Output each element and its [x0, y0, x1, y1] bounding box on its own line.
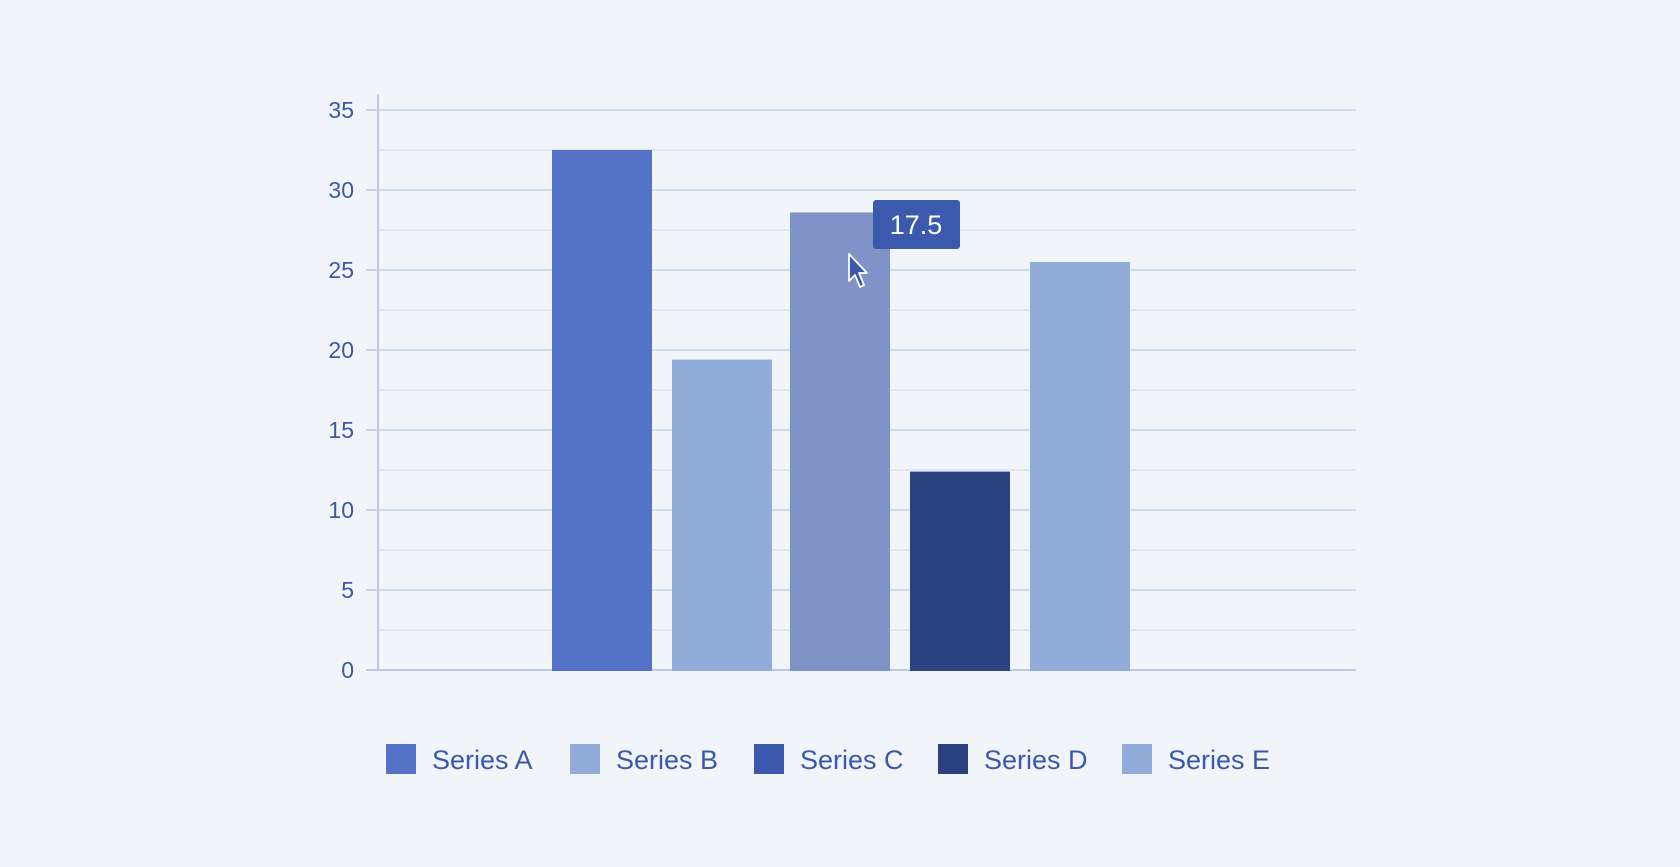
legend-swatch: [1122, 744, 1152, 774]
cursor-arrow: [848, 253, 868, 288]
legend-label: Series D: [984, 745, 1088, 775]
bar-series-b: [672, 359, 772, 671]
bars: [552, 150, 1130, 671]
legend-swatch: [386, 744, 416, 774]
legend-swatch: [938, 744, 968, 774]
legend-label: Series C: [800, 745, 904, 775]
y-tick-label: 20: [328, 337, 354, 363]
bar-series-a: [552, 150, 652, 671]
y-tick-label: 30: [328, 177, 354, 203]
legend-label: Series B: [616, 745, 718, 775]
tooltip-box: [873, 200, 960, 249]
bar-series-d: [910, 471, 1010, 671]
y-tick-label: 10: [328, 497, 354, 523]
legend-swatch: [754, 744, 784, 774]
bar-series-e: [1030, 262, 1130, 671]
y-tick-label: 25: [328, 257, 354, 283]
tooltip-value: 17.5: [890, 210, 943, 240]
legend-label: Series E: [1168, 745, 1270, 775]
y-axis-ticks: 0 5 10 15 20 25 30 35: [328, 97, 378, 683]
legend-swatch: [570, 744, 600, 774]
y-tick-label: 0: [341, 657, 354, 683]
y-tick-label: 15: [328, 417, 354, 443]
legend: Series A Series B Series C Series D Series E: [386, 744, 1270, 775]
tooltip: 17.5: [873, 200, 960, 249]
bar-series-c: [790, 212, 890, 671]
legend-label: Series A: [432, 745, 533, 775]
y-tick-label: 5: [341, 577, 354, 603]
y-tick-label: 35: [328, 97, 354, 123]
mouse-cursor-icon: [848, 253, 868, 288]
